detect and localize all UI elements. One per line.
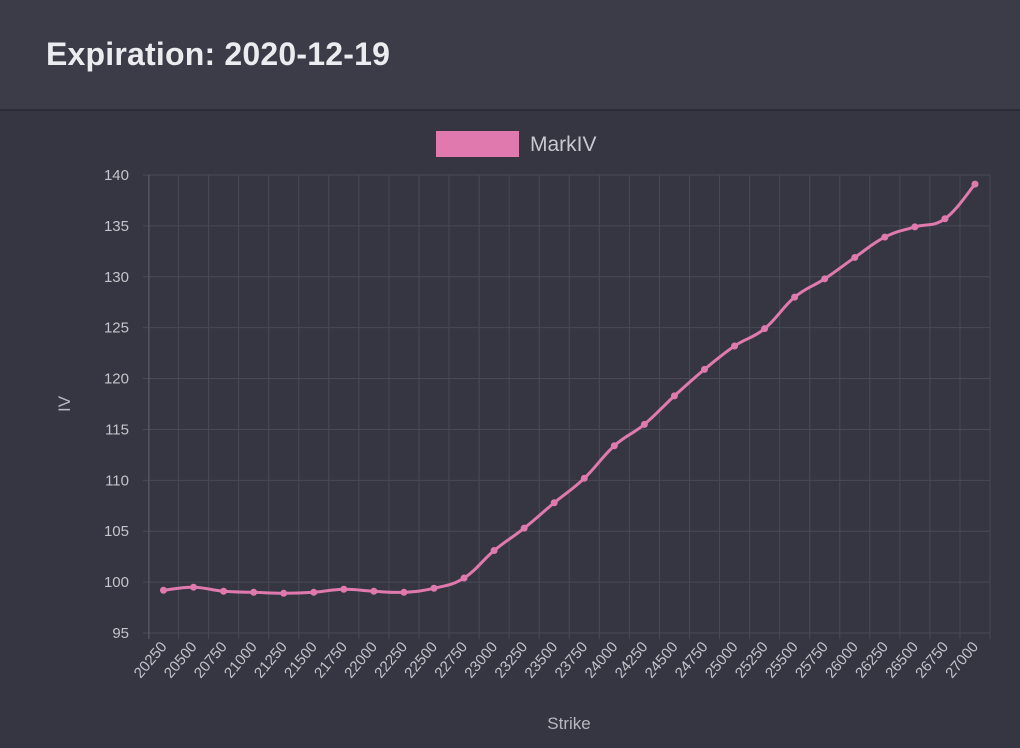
x-tick-label: 21000	[221, 639, 261, 682]
x-tick-label: 24250	[612, 639, 652, 682]
y-tick-label: 140	[104, 167, 129, 184]
x-tick-label: 22250	[371, 639, 411, 682]
data-point	[821, 275, 829, 283]
y-tick-label: 95	[112, 625, 129, 642]
y-tick-label: 100	[104, 574, 129, 591]
chart-container: 95 100 105 110 115 120 125 130 135 140 20250 20500…	[0, 111, 1020, 748]
page-title: Expiration: 2020-12-19	[46, 36, 391, 72]
data-point	[580, 474, 588, 482]
data-point	[941, 215, 949, 223]
data-point	[160, 586, 167, 594]
x-tick-label: 25500	[762, 639, 802, 682]
iv-line-chart: 95 100 105 110 115 120 125 130 135 140 2025020500…	[55, 131, 991, 733]
data-point	[761, 325, 769, 333]
x-tick-label: 22500	[401, 639, 441, 682]
data-point	[220, 587, 228, 595]
chart-legend[interactable]: MarkIV	[436, 131, 597, 157]
x-axis-title: Strike	[547, 714, 590, 733]
data-point	[250, 588, 258, 596]
x-tick-label: 24500	[642, 639, 682, 682]
y-tick-label: 110	[105, 472, 129, 489]
data-point	[550, 499, 558, 507]
data-point	[881, 233, 889, 241]
data-point	[911, 223, 919, 231]
series-line-markiv	[163, 183, 977, 595]
x-tick-label: 23250	[491, 639, 531, 682]
x-tick-label: 26750	[912, 639, 952, 682]
x-tick-label: 20500	[161, 639, 201, 682]
data-point	[640, 420, 648, 428]
y-tick-label: 125	[104, 320, 129, 337]
y-tick-label: 130	[104, 269, 129, 286]
data-point	[400, 588, 408, 596]
data-point	[791, 293, 799, 301]
data-point	[190, 583, 198, 591]
data-point	[430, 584, 438, 592]
data-point	[520, 524, 528, 532]
x-tick-label: 23000	[461, 639, 501, 682]
y-axis-title: IV	[55, 395, 74, 412]
y-tick-label: 105	[104, 523, 129, 540]
x-tick-label: 20750	[191, 639, 231, 682]
data-point	[701, 365, 708, 373]
x-tick-label: 26500	[882, 639, 922, 682]
data-point	[731, 342, 739, 350]
series-layer	[160, 180, 979, 597]
y-tick-label: 115	[105, 421, 129, 438]
x-axis-ticks: 2025020500207502100021250215002175022000…	[131, 639, 982, 682]
x-tick-label: 23750	[552, 639, 592, 682]
x-tick-label: 22000	[341, 639, 381, 682]
data-point	[310, 588, 318, 596]
x-tick-label: 20250	[131, 639, 171, 682]
x-tick-label: 27000	[942, 639, 982, 682]
data-point	[460, 574, 468, 582]
y-tick-label: 120	[104, 371, 129, 388]
legend-swatch-markiv[interactable]	[436, 131, 519, 157]
y-tick-label: 135	[104, 218, 129, 235]
x-tick-label: 24750	[672, 639, 712, 682]
data-point	[340, 585, 348, 593]
data-point	[280, 589, 288, 597]
data-point	[971, 180, 979, 188]
data-point	[670, 392, 678, 400]
page-header: Expiration: 2020-12-19	[0, 0, 1020, 111]
chart-grid	[143, 174, 991, 639]
data-point	[851, 253, 859, 261]
y-axis-ticks: 95 100 105 110 115 120 125 130 135 140	[104, 167, 129, 642]
data-point	[370, 587, 378, 595]
legend-label-markiv[interactable]: MarkIV	[530, 133, 597, 156]
data-point	[610, 442, 618, 450]
x-tick-label: 21500	[281, 639, 321, 682]
x-tick-label: 22750	[431, 639, 471, 682]
x-tick-label: 25250	[732, 639, 772, 682]
x-tick-label: 26000	[822, 639, 862, 682]
data-point	[490, 547, 498, 555]
x-tick-label: 25000	[702, 639, 742, 682]
